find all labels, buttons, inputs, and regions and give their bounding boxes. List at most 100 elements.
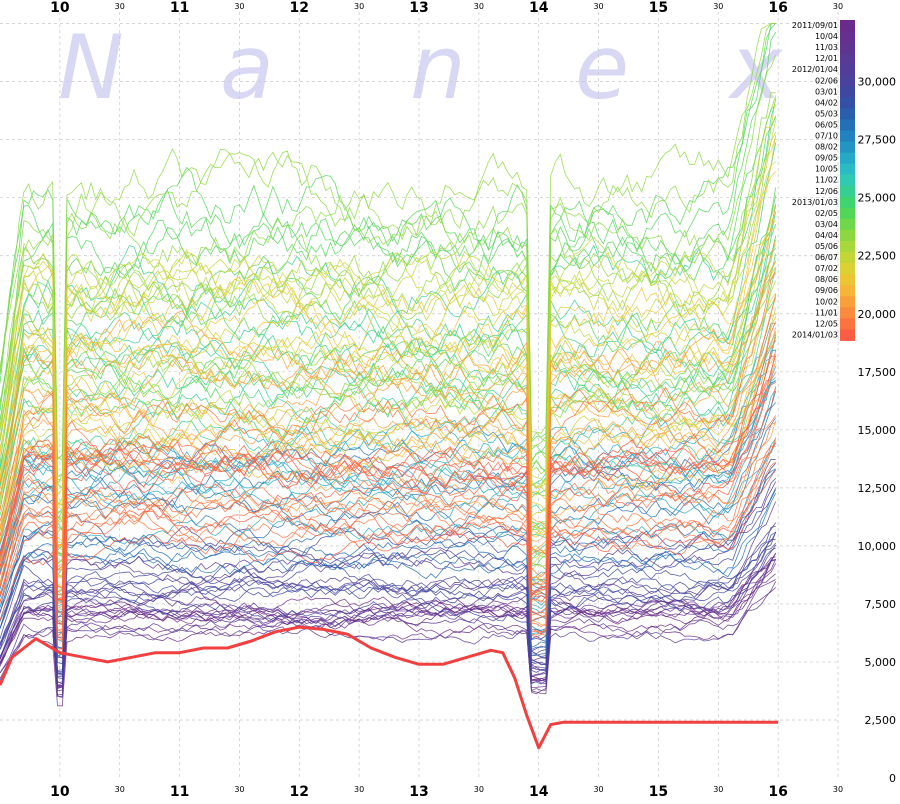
series-line [0,267,777,552]
series-line [0,386,777,626]
series-line [0,171,776,505]
series-line [0,23,776,485]
series-line [0,573,776,699]
series-line [0,203,777,531]
series-line [0,97,777,496]
legend-label: 05/03 [815,109,838,118]
y-axis: 0 2,500 5,000 7,500 10,000 12,500 15,000 17,500… [858,76,897,785]
legend-label: 12/06 [815,187,838,196]
x-tick-label-top: 16 [768,0,787,16]
series-line [0,469,777,656]
x-tick-label-top: 15 [649,0,668,16]
legend-swatch [840,196,855,209]
legend-swatch [840,241,855,253]
series-line [0,532,777,673]
legend-swatch [840,252,855,264]
y-tick-label: 17,500 [858,366,897,379]
legend-label: 12/01 [815,54,838,63]
series-line [0,272,777,572]
legend-label: 09/06 [815,286,838,295]
x-tick-label-top: 11 [170,0,189,16]
series-line [0,292,777,578]
series-line [0,552,777,696]
y-tick-label: 15,000 [858,424,897,437]
legend-label: 2014/01/03 [792,330,838,339]
series-line [0,366,777,613]
legend-label: 03/04 [815,220,838,229]
y-tick-label: 22,500 [858,250,897,263]
series-line [0,226,776,547]
series-line [0,372,777,601]
series-line [0,161,776,534]
x-axis-bottom: 10 11 12 13 14 15 16 30 30 30 30 30 30 30 [50,784,843,800]
legend-label: 06/07 [815,253,838,262]
x-half-tick-label-top: 30 [354,2,364,11]
legend-swatch [840,329,855,341]
legend-label: 09/05 [815,154,838,163]
series-line [0,353,777,604]
x-axis-top: 10 11 12 13 14 15 16 30 30 30 30 30 30 30 [50,0,843,16]
legend-swatch [840,185,855,198]
y-tick-label: 5,000 [865,656,897,669]
legend-swatch [840,174,855,187]
legend-swatch [840,108,855,120]
series-line [0,120,777,524]
x-half-tick-label-top: 30 [115,2,125,11]
legend-swatch [840,31,855,43]
x-tick-label-bottom: 11 [170,784,189,800]
legend-label: 10/05 [815,165,838,174]
legend-swatch [840,42,855,54]
series-line [0,355,777,601]
x-tick-label-bottom: 15 [649,784,668,800]
y-tick-label: 27,500 [858,134,897,147]
legend-label: 04/02 [815,98,838,107]
series-line [0,321,777,603]
series-line [0,360,777,610]
series-line [0,559,776,689]
legend-label: 06/05 [815,120,838,129]
series-line [0,478,776,659]
legend-label: 05/06 [815,242,838,251]
x-half-tick-label-bottom: 30 [474,785,484,794]
series-line [0,235,777,562]
series-line [0,104,776,506]
x-tick-label-top: 12 [290,0,309,16]
series-line [0,142,777,532]
series-line [0,489,777,665]
x-half-tick-label-bottom: 30 [115,785,125,794]
series-line [0,327,777,596]
x-half-tick-label-top: 30 [713,2,723,11]
watermark-letter: N [58,16,124,119]
series-line [0,556,776,685]
y-tick-label: 25,000 [858,192,897,205]
series-line [0,563,777,692]
series-line [0,382,776,615]
y-tick-label: 7,500 [865,598,897,611]
series-line [0,349,777,604]
x-tick-label-bottom: 13 [409,784,428,800]
series-line [0,294,777,590]
legend-swatch [840,207,855,220]
legend-label: 2011/09/01 [792,21,838,30]
legend-label: 2012/01/04 [792,65,838,74]
legend-swatch [840,296,855,308]
series-line [0,23,776,478]
legend-label: 10/04 [815,32,838,41]
x-half-tick-label-bottom: 30 [593,785,603,794]
series-line [0,187,777,522]
series-line [0,270,777,571]
legend-label: 07/02 [815,264,838,273]
x-tick-label-top: 10 [50,0,70,16]
series-line [0,377,776,614]
series-line [0,297,777,589]
legend-swatch [840,97,855,109]
series-line [0,134,777,547]
series-line [0,461,776,650]
legend: 2011/09/01 10/04 11/03 12/01 2012/01/04 02/06… [792,20,855,341]
watermark-letter: a [220,16,274,119]
series-line [0,260,777,546]
series-line [0,95,777,507]
series-line [0,440,777,640]
series-line [0,307,777,589]
